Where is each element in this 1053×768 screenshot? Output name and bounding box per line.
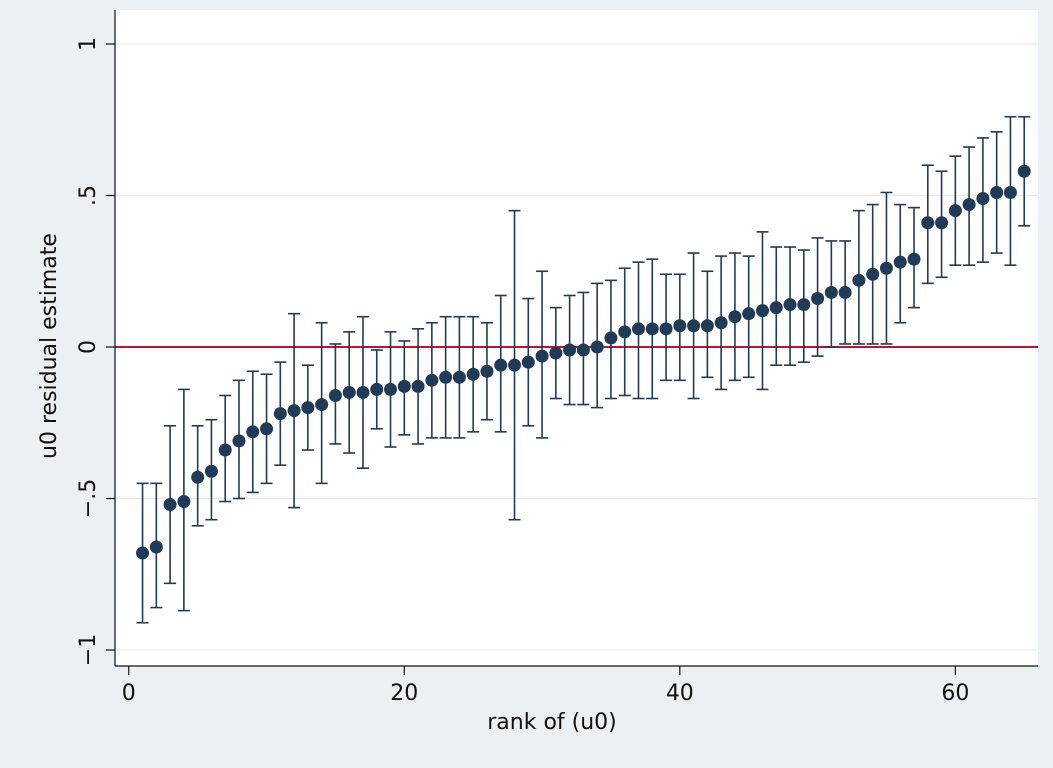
data-point bbox=[494, 358, 508, 372]
y-tick-label: −.5 bbox=[76, 479, 101, 518]
data-point bbox=[893, 255, 907, 269]
data-point bbox=[728, 310, 742, 324]
data-point bbox=[700, 319, 714, 333]
data-point bbox=[811, 292, 825, 306]
data-point bbox=[191, 470, 205, 484]
data-point bbox=[673, 319, 687, 333]
data-point bbox=[177, 495, 191, 509]
data-point bbox=[714, 316, 728, 330]
data-point bbox=[797, 298, 811, 312]
axes bbox=[114, 10, 1038, 667]
data-point bbox=[935, 216, 949, 230]
data-point bbox=[260, 422, 274, 436]
data-point bbox=[645, 322, 659, 336]
data-point bbox=[218, 443, 232, 457]
x-tick-label: 0 bbox=[122, 681, 136, 706]
data-point bbox=[590, 340, 604, 354]
data-point bbox=[907, 252, 921, 266]
data-point bbox=[384, 382, 398, 396]
data-point bbox=[631, 322, 645, 336]
data-point bbox=[508, 358, 522, 372]
data-point bbox=[549, 346, 563, 360]
data-point bbox=[824, 285, 838, 299]
data-point bbox=[742, 307, 756, 321]
data-point bbox=[962, 198, 976, 212]
data-point bbox=[769, 301, 783, 315]
data-point bbox=[411, 379, 425, 393]
data-point bbox=[136, 546, 150, 560]
data-point bbox=[439, 370, 453, 384]
data-point bbox=[563, 343, 577, 357]
data-point bbox=[149, 540, 163, 554]
data-point bbox=[948, 204, 962, 218]
data-point bbox=[852, 273, 866, 287]
data-point bbox=[866, 267, 880, 281]
data-point bbox=[604, 331, 618, 345]
data-point bbox=[521, 355, 535, 369]
x-tick-label: 20 bbox=[390, 681, 418, 706]
data-point bbox=[315, 398, 329, 412]
data-point bbox=[755, 304, 769, 318]
data-point bbox=[328, 388, 342, 402]
data-point bbox=[301, 401, 315, 415]
data-point bbox=[287, 404, 301, 418]
y-tick-label: 1 bbox=[76, 37, 101, 51]
data-point bbox=[879, 261, 893, 275]
data-point bbox=[535, 349, 549, 363]
data-point bbox=[466, 367, 480, 381]
data-point bbox=[1017, 164, 1031, 178]
data-point bbox=[342, 385, 356, 399]
data-point bbox=[1003, 185, 1017, 199]
data-point bbox=[273, 407, 287, 421]
data-point bbox=[687, 319, 701, 333]
data-point bbox=[976, 192, 990, 206]
data-point bbox=[783, 298, 797, 312]
points bbox=[136, 164, 1031, 560]
ticks: −1 −.5 0 .5 1 0 20 40 60 bbox=[76, 37, 969, 706]
data-point bbox=[480, 364, 494, 378]
y-tick-label: −1 bbox=[76, 634, 101, 666]
x-axis-title: rank of (u0) bbox=[487, 710, 617, 735]
data-point bbox=[356, 385, 370, 399]
data-point bbox=[246, 425, 260, 439]
data-point bbox=[397, 379, 411, 393]
x-tick-label: 40 bbox=[666, 681, 694, 706]
data-point bbox=[838, 285, 852, 299]
gridlines bbox=[115, 43, 1038, 651]
data-point bbox=[990, 185, 1004, 199]
data-point bbox=[370, 382, 384, 396]
data-point bbox=[576, 343, 590, 357]
y-tick-label: 0 bbox=[76, 340, 101, 354]
data-point bbox=[232, 434, 246, 448]
data-point bbox=[452, 370, 466, 384]
x-tick-label: 60 bbox=[941, 681, 969, 706]
data-point bbox=[659, 322, 673, 336]
data-point bbox=[425, 373, 439, 387]
data-point bbox=[163, 498, 177, 512]
y-tick-label: .5 bbox=[76, 185, 101, 206]
data-point bbox=[204, 464, 218, 478]
plot-area bbox=[115, 10, 1038, 666]
y-axis-title: u0 residual estimate bbox=[37, 233, 62, 459]
data-point bbox=[618, 325, 632, 339]
data-point bbox=[921, 216, 935, 230]
